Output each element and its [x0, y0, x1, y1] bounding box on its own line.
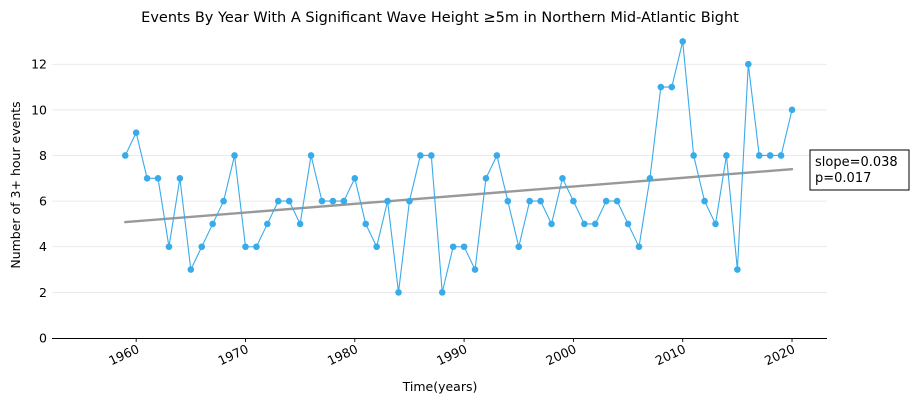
- data-point: [624, 220, 632, 228]
- data-point: [602, 197, 610, 205]
- x-tick-label: 2010: [653, 341, 688, 368]
- y-tick-label: 8: [39, 148, 47, 163]
- y-tick-label: 10: [31, 102, 47, 117]
- data-point: [548, 220, 555, 228]
- data-point: [154, 174, 162, 182]
- data-point: [504, 197, 512, 205]
- data-point: [132, 129, 140, 136]
- data-point: [253, 243, 260, 251]
- data-point: [515, 243, 523, 251]
- x-tick-label: 1970: [216, 341, 251, 368]
- y-axis-label: Number of 3+ hour events: [8, 101, 23, 268]
- data-point: [438, 289, 446, 296]
- data-point: [712, 220, 719, 228]
- data-point: [296, 220, 304, 228]
- data-point: [744, 60, 752, 68]
- y-tick-label: 6: [39, 194, 47, 209]
- data-point: [723, 152, 730, 159]
- data-point: [395, 289, 402, 296]
- data-point: [766, 152, 774, 159]
- x-tick-label: 1960: [106, 341, 141, 368]
- trend-line: [124, 167, 794, 224]
- data-point: [351, 174, 359, 182]
- data-point: [198, 243, 206, 251]
- series-line: [124, 41, 793, 293]
- data-point: [285, 197, 293, 205]
- data-point: [537, 197, 544, 205]
- y-tick-label: 4: [39, 239, 47, 254]
- data-point: [264, 220, 271, 228]
- data-point: [165, 243, 173, 251]
- data-point: [471, 266, 479, 273]
- data-point: [701, 197, 708, 205]
- x-axis-label: Time(years): [402, 379, 478, 394]
- data-point: [384, 197, 391, 205]
- x-axis-ticks: 1960 1970 1980 1990 2000 2010 2020: [106, 338, 797, 368]
- data-point: [668, 83, 676, 91]
- data-point: [340, 197, 348, 205]
- data-point: [777, 152, 785, 159]
- y-tick-label: 12: [31, 57, 47, 72]
- data-point: [449, 243, 457, 251]
- chart-title: Events By Year With A Significant Wave H…: [141, 10, 739, 26]
- x-tick-label: 1990: [434, 341, 469, 368]
- data-point: [362, 220, 370, 228]
- data-point: [559, 174, 566, 182]
- data-point: [406, 197, 413, 205]
- data-point: [635, 243, 643, 251]
- data-point: [373, 243, 380, 251]
- data-point: [318, 197, 326, 205]
- data-point: [788, 106, 796, 114]
- y-tick-label: 2: [39, 285, 47, 300]
- data-point: [591, 220, 599, 228]
- data-point: [570, 197, 577, 205]
- data-point: [734, 266, 741, 273]
- data-point: [242, 243, 249, 251]
- annotation-slope: slope=0.038: [815, 155, 898, 170]
- data-point: [646, 174, 654, 182]
- data-point: [526, 197, 533, 205]
- data-point: [613, 197, 621, 205]
- data-point: [307, 152, 315, 159]
- data-point: [460, 243, 468, 251]
- data-point: [231, 152, 238, 159]
- data-point: [329, 197, 337, 205]
- data-point: [493, 152, 501, 159]
- series-group: [121, 38, 796, 296]
- data-point: [187, 266, 195, 273]
- trend-line-group: [124, 167, 794, 224]
- data-point: [121, 152, 129, 159]
- data-point: [220, 197, 227, 205]
- y-tick-label: 0: [39, 331, 47, 346]
- data-point: [755, 152, 763, 159]
- data-point: [209, 220, 216, 228]
- y-axis-ticks: 0 2 4 6 8 10 12: [31, 57, 47, 346]
- data-point: [417, 152, 424, 159]
- annotation-box: slope=0.038 p=0.017: [809, 149, 910, 191]
- data-point: [581, 220, 588, 228]
- x-tick-label: 2020: [762, 341, 797, 368]
- annotation-p-value: p=0.017: [815, 171, 871, 186]
- data-point: [176, 174, 184, 182]
- data-point: [428, 152, 435, 159]
- grid-lines: [52, 63, 827, 293]
- data-point: [143, 174, 151, 182]
- data-point: [482, 174, 490, 182]
- data-point: [679, 38, 687, 45]
- x-tick-label: 2000: [544, 341, 579, 368]
- x-tick-label: 1980: [325, 341, 360, 368]
- data-point: [274, 197, 282, 205]
- data-point: [657, 83, 665, 91]
- data-point: [690, 152, 697, 159]
- annotation-frame: [809, 149, 910, 191]
